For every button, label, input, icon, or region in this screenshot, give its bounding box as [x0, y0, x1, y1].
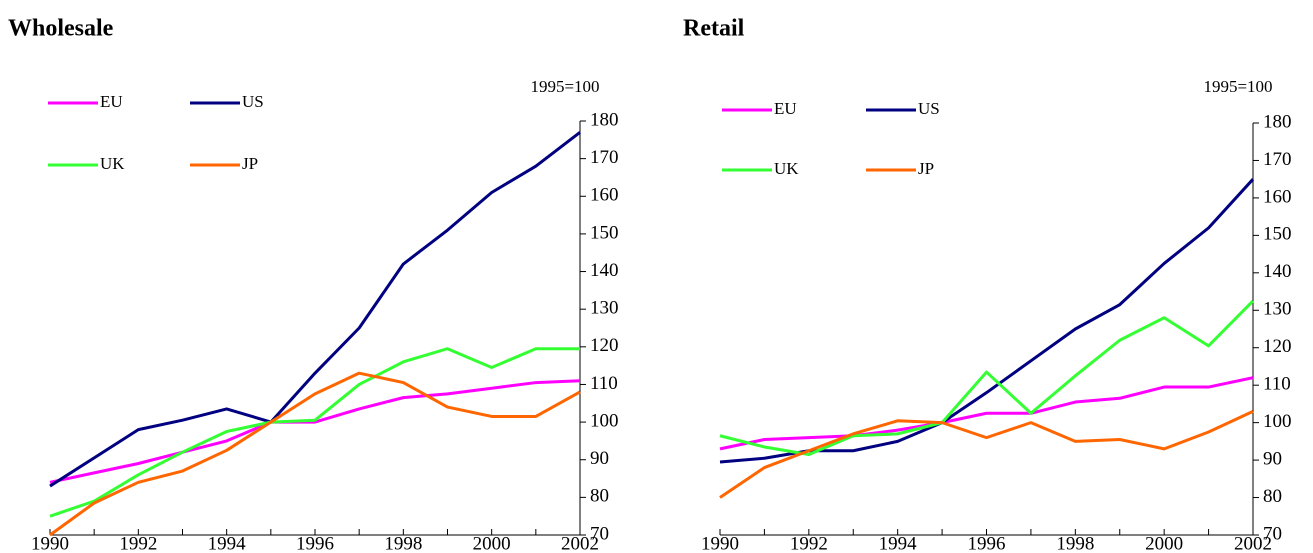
x-tick-label: 1998 [384, 533, 422, 553]
y-tick-label: 140 [590, 260, 619, 281]
series-line [49, 379, 581, 484]
series-line [49, 371, 581, 537]
y-tick-label: 140 [1263, 261, 1292, 282]
legend-label: JP [918, 159, 934, 178]
x-tick-label: 2002 [1234, 533, 1272, 553]
y-tick-label: 110 [1263, 374, 1291, 395]
y-tick-label: 80 [590, 486, 609, 507]
x-tick-label: 2000 [473, 533, 511, 553]
x-tick-label: 1990 [31, 533, 69, 553]
y-unit: 1995=100 [530, 77, 599, 96]
y-tick-label: 70 [1263, 523, 1282, 544]
series-line [49, 347, 580, 518]
x-tick-label: 1992 [790, 533, 828, 553]
y-tick-label: 80 [1263, 486, 1282, 507]
x-tick-label: 1998 [1056, 533, 1094, 553]
legend-label: EU [774, 99, 797, 118]
x-tick-label: 2002 [561, 533, 599, 553]
y-tick-label: 120 [590, 335, 619, 356]
y-unit: 1995=100 [1203, 77, 1272, 96]
series-line [719, 410, 1254, 499]
legend-label: JP [242, 154, 258, 173]
y-tick-label: 130 [590, 298, 619, 319]
y-tick-label: 100 [1263, 411, 1292, 432]
y-tick-label: 120 [1263, 336, 1292, 357]
y-tick-label: 180 [590, 109, 619, 130]
legend-label: UK [100, 154, 125, 173]
legend-label: US [918, 99, 940, 118]
x-tick-label: 1996 [296, 533, 334, 553]
x-tick-label: 2000 [1145, 533, 1183, 553]
chart-title: Wholesale [8, 16, 114, 42]
series-line [719, 376, 1254, 451]
legend-label: EU [100, 92, 123, 111]
y-tick-label: 170 [1263, 149, 1292, 170]
x-tick-label: 1990 [701, 533, 739, 553]
y-tick-label: 170 [590, 147, 619, 168]
y-tick-label: 110 [590, 373, 618, 394]
x-tick-label: 1994 [208, 533, 247, 553]
x-tick-label: 1996 [968, 533, 1006, 553]
chart-title: Retail [683, 16, 745, 42]
y-tick-label: 90 [1263, 448, 1282, 469]
y-tick-label: 150 [1263, 224, 1292, 245]
y-tick-label: 150 [590, 222, 619, 243]
x-tick-label: 1992 [119, 533, 157, 553]
y-tick-label: 180 [1263, 111, 1292, 132]
legend-label: UK [774, 159, 799, 178]
y-tick-label: 90 [590, 448, 609, 469]
series-line [719, 299, 1255, 456]
y-tick-label: 70 [590, 523, 609, 544]
legend-label: US [242, 92, 264, 111]
y-tick-label: 160 [1263, 186, 1292, 207]
series-line [49, 131, 581, 488]
y-tick-label: 130 [1263, 299, 1292, 320]
x-tick-label: 1994 [879, 533, 918, 553]
y-tick-label: 160 [590, 185, 619, 206]
y-tick-label: 100 [590, 410, 619, 431]
series-line [719, 178, 1255, 464]
